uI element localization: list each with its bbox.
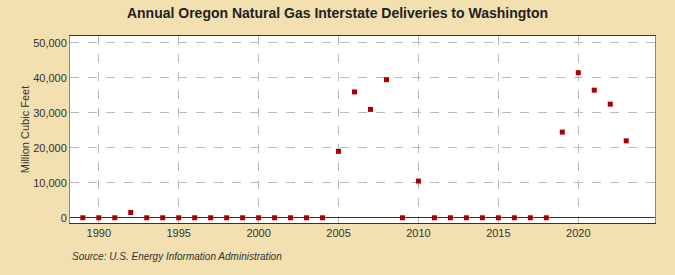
svg-text:1990: 1990 bbox=[87, 227, 111, 239]
svg-text:Million Cubic Feet: Million Cubic Feet bbox=[19, 86, 31, 173]
svg-text:2015: 2015 bbox=[486, 227, 510, 239]
svg-text:50,000: 50,000 bbox=[33, 37, 67, 49]
svg-text:10,000: 10,000 bbox=[33, 177, 67, 189]
svg-text:40,000: 40,000 bbox=[33, 72, 67, 84]
svg-text:20,000: 20,000 bbox=[33, 142, 67, 154]
svg-text:0: 0 bbox=[61, 212, 67, 224]
svg-text:2005: 2005 bbox=[326, 227, 350, 239]
svg-text:2000: 2000 bbox=[246, 227, 270, 239]
svg-text:Source: U.S. Energy Informatio: Source: U.S. Energy Information Administ… bbox=[72, 251, 282, 262]
svg-text:2020: 2020 bbox=[566, 227, 590, 239]
svg-text:2010: 2010 bbox=[406, 227, 430, 239]
svg-text:Annual Oregon Natural Gas Inte: Annual Oregon Natural Gas Interstate Del… bbox=[127, 5, 548, 21]
svg-text:30,000: 30,000 bbox=[33, 107, 67, 119]
svg-text:1995: 1995 bbox=[166, 227, 190, 239]
